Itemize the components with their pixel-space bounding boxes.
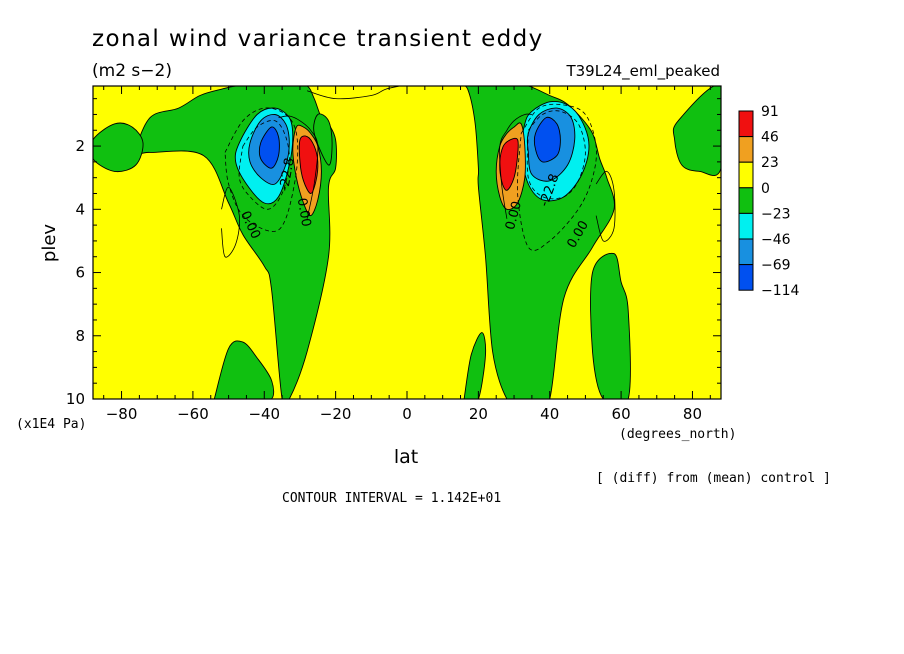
x-tick-label: −80 (106, 405, 138, 423)
x-tick-label: 0 (402, 405, 412, 423)
contour-region-green-1 (93, 122, 144, 173)
colorbar-label: −69 (761, 258, 791, 274)
diff-note: [ (diff) from (mean) control ] (596, 471, 831, 486)
contour-interval: CONTOUR INTERVAL = 1.142E+01 (282, 491, 501, 506)
contour-region-green-2 (212, 340, 275, 399)
contour-line-dashed-2 (526, 110, 586, 200)
x-tick-label: −60 (177, 405, 209, 423)
plot-area: 0.00 0.00-22.80.00-22.80.00 −80 −60 −40 −20 0… (66, 85, 722, 423)
colorbar-swatch (738, 110, 754, 138)
x-tick-label: 40 (540, 405, 559, 423)
contour-line-dashed-0 (238, 120, 290, 210)
contour-label-3: 0.00 (503, 200, 525, 232)
x-tick-label: 60 (612, 405, 631, 423)
colorbar-label: −23 (761, 206, 791, 222)
y-tick-label: 4 (75, 200, 85, 218)
colorbar-swatch (738, 238, 754, 266)
colorbar-label: 91 (761, 104, 779, 120)
y-axis-units: (x1E4 Pa) (16, 417, 86, 432)
contour-line-solid-1 (221, 186, 240, 258)
contour-region-green-5 (672, 86, 721, 177)
y-tick-label: 6 (75, 264, 85, 282)
contour-line-solid-2 (595, 170, 616, 242)
colorbar-label: 46 (761, 130, 779, 146)
contour-line-dashed-3 (516, 103, 597, 251)
x-axis-ticks: −80 −60 −40 −20 0 20 40 60 80 (103, 86, 711, 423)
colorbar-label: −114 (761, 283, 800, 299)
colorbar-label: 0 (761, 181, 770, 197)
x-tick-label: −40 (248, 405, 280, 423)
colorbar-label: 23 (761, 155, 779, 171)
x-tick-label: 20 (469, 405, 488, 423)
colorbar-swatch (738, 264, 754, 291)
colorbar-swatch (738, 187, 754, 214)
x-tick-label: −20 (320, 405, 352, 423)
y-tick-label: 8 (75, 327, 85, 345)
x-tick-label: 80 (683, 405, 702, 423)
chart-units: (m2 s−2) (92, 61, 172, 81)
contour-region-red-15 (298, 135, 319, 194)
contour-region-blue2-13 (533, 116, 561, 163)
contour-label-1: 0.00 (294, 197, 314, 228)
contour-region-green-6 (590, 252, 631, 399)
filled-contours (93, 86, 721, 399)
contour-line-solid-3 (278, 115, 319, 219)
colorbar-swatch (738, 136, 754, 163)
colorbar-swatch (738, 161, 754, 189)
colorbar: 91 46 23 0 −23 −46 −69 −114 (738, 104, 800, 299)
contour-region-green-7 (463, 332, 487, 399)
colorbar-label: −46 (761, 232, 791, 248)
y-tick-label: 10 (66, 390, 85, 408)
contour-line-solid-4 (499, 113, 532, 219)
contour-lines (221, 86, 616, 258)
run-label: T39L24_eml_peaked (565, 62, 720, 81)
chart-title: zonal wind variance transient eddy (92, 26, 544, 52)
contour-region-blue2-10 (258, 126, 280, 169)
contour-region-green-3 (313, 113, 333, 166)
y-axis-ticks: 2 4 6 8 10 (66, 98, 721, 408)
contour-line-solid-0 (306, 86, 400, 100)
x-axis-label: lat (394, 446, 418, 468)
contour-label-2: -22.8 (277, 157, 298, 193)
y-axis-label: plev (39, 224, 60, 263)
y-tick-label: 2 (75, 137, 85, 155)
colorbar-swatch (738, 212, 754, 240)
x-axis-units: (degrees_north) (619, 427, 736, 442)
